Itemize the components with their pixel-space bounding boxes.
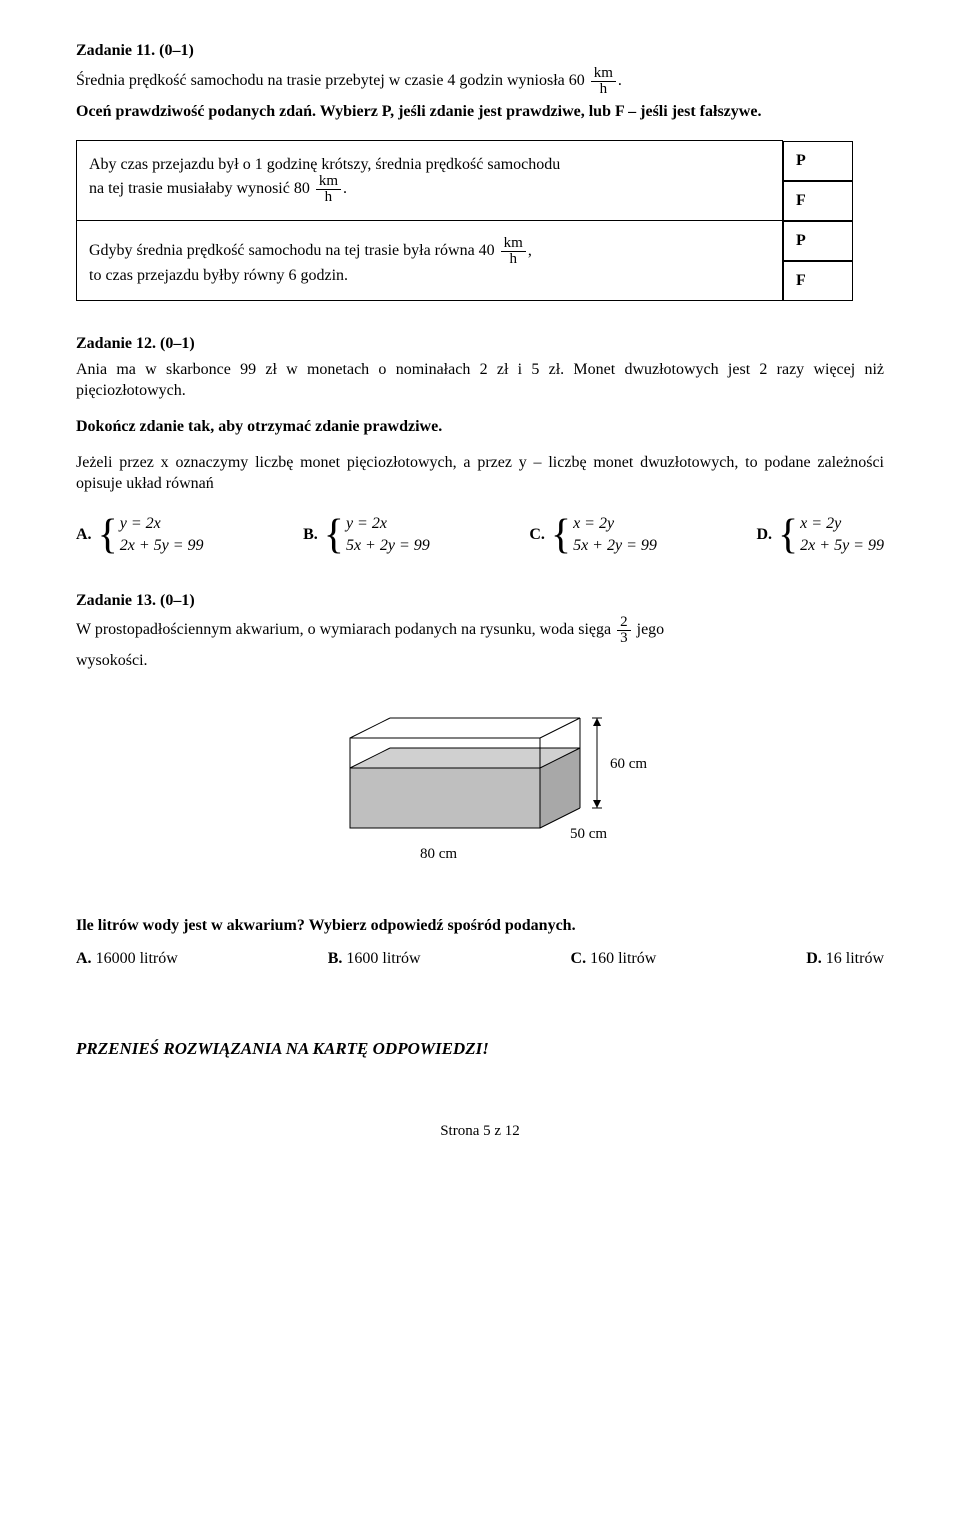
table-row: Aby czas przejazdu był o 1 godzinę króts… xyxy=(77,141,884,221)
system-lines: y = 2x 5x + 2y = 99 xyxy=(346,513,430,558)
task11-table: Aby czas przejazdu był o 1 godzinę króts… xyxy=(76,140,884,301)
dim-height-label: 60 cm xyxy=(610,756,647,772)
system-d: { x = 2y 2x + 5y = 99 xyxy=(778,513,884,558)
page-footer: Strona 5 z 12 xyxy=(76,1121,884,1141)
eq-c2: 5x + 2y = 99 xyxy=(573,535,657,557)
frac-den: h xyxy=(591,82,616,97)
frac-den: h xyxy=(316,190,341,205)
frac-kmh-1: kmh xyxy=(591,66,616,97)
frac-kmh-2: kmh xyxy=(316,174,341,205)
task11-line1a: Średnia prędkość samochodu na trasie prz… xyxy=(76,72,589,89)
opt-label-a: A. xyxy=(76,526,92,544)
arrowhead-icon xyxy=(593,800,601,808)
eq-b2: 5x + 2y = 99 xyxy=(346,535,430,557)
row2b: , xyxy=(528,242,532,259)
brace-icon: { xyxy=(778,514,798,556)
row2c: to czas przejazdu byłby równy 6 godzin. xyxy=(89,267,348,284)
brace-icon: { xyxy=(551,514,571,556)
eq-d2: 2x + 5y = 99 xyxy=(800,535,884,557)
task11-line1: Średnia prędkość samochodu na trasie prz… xyxy=(76,66,884,97)
opt-text: 16 litrów xyxy=(826,950,884,967)
task13-options: A. 16000 litrów B. 1600 litrów C. 160 li… xyxy=(76,950,884,968)
task13-question: Ile litrów wody jest w akwarium? Wybierz… xyxy=(76,915,884,937)
task11-row2-text: Gdyby średnia prędkość samochodu na tej … xyxy=(77,221,783,301)
task12-options: A. { y = 2x 2x + 5y = 99 B. { y = 2x 5x … xyxy=(76,513,884,558)
arrowhead-icon xyxy=(593,718,601,726)
frac-2-3: 23 xyxy=(617,615,631,646)
opt-label: B. xyxy=(328,950,343,967)
task12-opt-c[interactable]: C. { x = 2y 5x + 2y = 99 xyxy=(529,513,657,558)
task11-row2-p[interactable]: P xyxy=(783,221,853,261)
dim-depth-label: 50 cm xyxy=(570,826,607,842)
eq-a1: y = 2x xyxy=(120,513,204,535)
task13-opt-a[interactable]: A. 16000 litrów xyxy=(76,950,178,968)
frac-num: km xyxy=(316,174,341,190)
eq-d1: x = 2y xyxy=(800,513,884,535)
dim-width-label: 80 cm xyxy=(420,846,457,862)
task13-p1a: W prostopadłościennym akwarium, o wymiar… xyxy=(76,621,615,638)
table-row: Gdyby średnia prędkość samochodu na tej … xyxy=(77,221,884,301)
task11-row1-text: Aby czas przejazdu był o 1 godzinę króts… xyxy=(77,141,783,221)
system-b: { y = 2x 5x + 2y = 99 xyxy=(324,513,430,558)
task11-title: Zadanie 11. (0–1) xyxy=(76,40,884,62)
task13-figure: 60 cm 50 cm 80 cm xyxy=(76,698,884,893)
task11-line1b: . xyxy=(618,72,622,89)
row1b: na tej trasie musiałaby wynosić 80 xyxy=(89,180,314,197)
system-lines: x = 2y 5x + 2y = 99 xyxy=(573,513,657,558)
frac-num: km xyxy=(501,236,526,252)
water-front xyxy=(350,768,540,828)
opt-label: C. xyxy=(571,950,587,967)
edge xyxy=(350,718,390,738)
frac-num: 2 xyxy=(617,615,631,631)
task13-p1b: jego xyxy=(633,621,665,638)
edge xyxy=(540,718,580,738)
task13-opt-b[interactable]: B. 1600 litrów xyxy=(328,950,421,968)
system-c: { x = 2y 5x + 2y = 99 xyxy=(551,513,657,558)
task11-instruction: Oceń prawdziwość podanych zdań. Wybierz … xyxy=(76,101,884,123)
system-lines: x = 2y 2x + 5y = 99 xyxy=(800,513,884,558)
system-a: { y = 2x 2x + 5y = 99 xyxy=(98,513,204,558)
task13-opt-c[interactable]: C. 160 litrów xyxy=(571,950,657,968)
opt-text: 160 litrów xyxy=(590,950,656,967)
task12-opt-a[interactable]: A. { y = 2x 2x + 5y = 99 xyxy=(76,513,204,558)
opt-label-d: D. xyxy=(756,526,772,544)
task12-opt-b[interactable]: B. { y = 2x 5x + 2y = 99 xyxy=(303,513,430,558)
task12-title: Zadanie 12. (0–1) xyxy=(76,333,884,355)
task13-title: Zadanie 13. (0–1) xyxy=(76,590,884,612)
frac-den: h xyxy=(501,252,526,267)
task13-opt-d[interactable]: D. 16 litrów xyxy=(806,950,884,968)
frac-kmh-3: kmh xyxy=(501,236,526,267)
system-lines: y = 2x 2x + 5y = 99 xyxy=(120,513,204,558)
task12-p3: Jeżeli przez x oznaczymy liczbę monet pi… xyxy=(76,452,884,495)
task13-p1c: wysokości. xyxy=(76,650,884,672)
opt-label-b: B. xyxy=(303,526,318,544)
task11-row1-f[interactable]: F xyxy=(783,181,853,221)
brace-icon: { xyxy=(98,514,118,556)
opt-label: D. xyxy=(806,950,822,967)
opt-label: A. xyxy=(76,950,92,967)
eq-a2: 2x + 5y = 99 xyxy=(120,535,204,557)
eq-b1: y = 2x xyxy=(346,513,430,535)
eq-c1: x = 2y xyxy=(573,513,657,535)
row1a: Aby czas przejazdu był o 1 godzinę króts… xyxy=(89,156,560,173)
opt-text: 16000 litrów xyxy=(96,950,178,967)
row2a: Gdyby średnia prędkość samochodu na tej … xyxy=(89,242,499,259)
transfer-note: PRZENIEŚ ROZWIĄZANIA NA KARTĘ ODPOWIEDZI… xyxy=(76,1038,884,1061)
task11-row1-p[interactable]: P xyxy=(783,141,853,181)
frac-den: 3 xyxy=(617,631,631,646)
frac-num: km xyxy=(591,66,616,82)
brace-icon: { xyxy=(324,514,344,556)
page-container: Zadanie 11. (0–1) Średnia prędkość samoc… xyxy=(0,0,960,1176)
row1c: . xyxy=(343,180,347,197)
task12-p2: Dokończ zdanie tak, aby otrzymać zdanie … xyxy=(76,416,884,438)
task13-p1: W prostopadłościennym akwarium, o wymiar… xyxy=(76,615,884,646)
aquarium-svg: 60 cm 50 cm 80 cm xyxy=(280,698,680,888)
task12-p1: Ania ma w skarbonce 99 zł w monetach o n… xyxy=(76,359,884,402)
task12-opt-d[interactable]: D. { x = 2y 2x + 5y = 99 xyxy=(756,513,884,558)
opt-label-c: C. xyxy=(529,526,545,544)
opt-text: 1600 litrów xyxy=(346,950,420,967)
task11-row2-f[interactable]: F xyxy=(783,261,853,301)
